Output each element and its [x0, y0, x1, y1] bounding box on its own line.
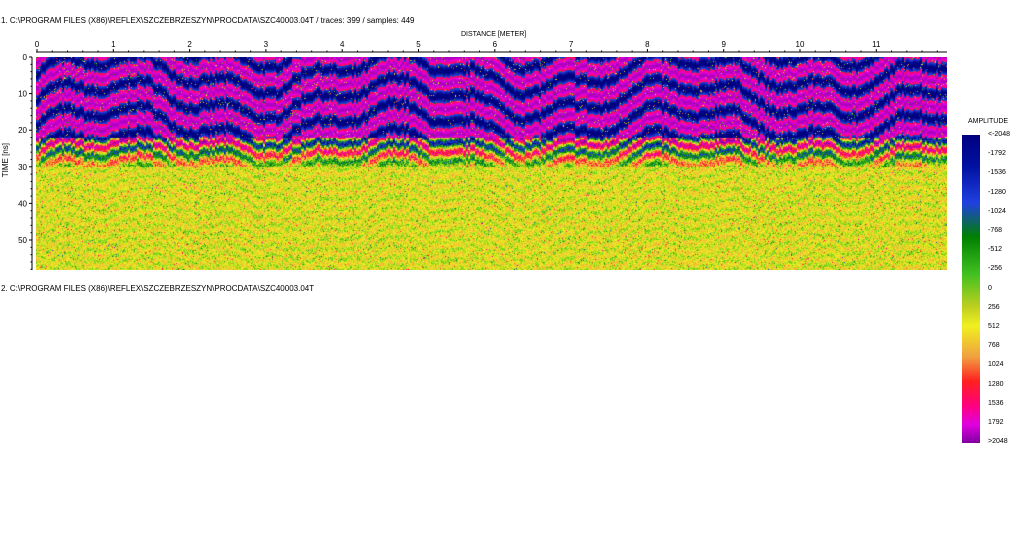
colorbar-label: -768 [988, 227, 1003, 234]
x-tick-label: 7 [569, 40, 574, 49]
x-tick-label: 10 [796, 40, 805, 49]
colorbar-label: -1024 [988, 207, 1006, 215]
colorbar-label: 512 [988, 323, 1000, 330]
y-tick-label: 0 [23, 53, 28, 62]
colorbar-label: -1536 [988, 169, 1006, 177]
x-tick-label: 9 [721, 40, 726, 49]
x-axis-label: DISTANCE [METER] [461, 31, 527, 38]
y-tick-label: 10 [18, 90, 27, 99]
x-tick-label: 3 [264, 40, 269, 49]
y-tick-label: 50 [18, 236, 27, 245]
y-tick-label: 30 [18, 163, 27, 172]
colorbar-label: 1792 [988, 419, 1004, 426]
x-tick-label: 2 [187, 40, 192, 49]
colorbar-label: 256 [988, 303, 1000, 311]
x-tick-label: 5 [416, 40, 421, 49]
y-tick-label: 20 [18, 126, 27, 135]
colorbar-label: -512 [988, 246, 1003, 254]
x-tick-label: 4 [340, 40, 345, 49]
x-tick-label: 11 [872, 40, 881, 49]
radargram-heatmap[interactable] [36, 57, 947, 270]
x-tick-label: 0 [35, 40, 40, 49]
colorbar-label: 1536 [988, 399, 1004, 407]
y-axis-label: TIME [ns] [1, 143, 10, 178]
colorbar-title: AMPLITUDE [968, 118, 1009, 125]
x-tick-label: 1 [111, 40, 116, 49]
x-tick-label: 8 [645, 40, 650, 49]
colorbar-label: -1792 [988, 150, 1006, 158]
x-tick-label: 6 [493, 40, 498, 49]
colorbar-label: 1280 [988, 380, 1004, 388]
colorbar-label: 768 [988, 342, 1000, 350]
y-tick-label: 40 [18, 199, 27, 208]
panel2-title: 2. C:\PROGRAM FILES (X86)\REFLEX\SZCZEBR… [1, 284, 315, 293]
colorbar-label: -1280 [988, 188, 1006, 196]
colorbar [962, 135, 980, 443]
colorbar-label: 1024 [988, 361, 1004, 369]
colorbar-label: <-2048 [988, 131, 1010, 138]
colorbar-label: -256 [988, 265, 1003, 273]
panel1-title: 1. C:\PROGRAM FILES (X86)\REFLEX\SZCZEBR… [1, 16, 415, 25]
colorbar-label: >2048 [988, 438, 1008, 446]
colorbar-label: 0 [988, 284, 992, 292]
